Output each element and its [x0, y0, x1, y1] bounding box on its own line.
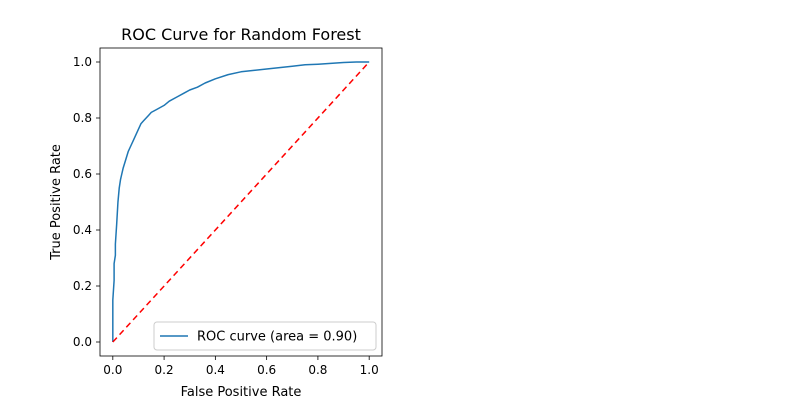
y-axis-ticks: 0.0 0.2 0.4 0.6 0.8 1.0 — [73, 55, 100, 349]
y-axis-label: True Positive Rate — [49, 144, 64, 261]
x-axis-label: False Positive Rate — [181, 385, 302, 400]
x-tick-label: 0.0 — [103, 363, 122, 377]
y-tick-label: 0.2 — [73, 279, 92, 293]
y-tick-label: 0.0 — [73, 335, 92, 349]
legend-label-roc: ROC curve (area = 0.90) — [197, 330, 357, 345]
chance-diagonal-line — [112, 61, 370, 343]
y-tick-label: 1.0 — [73, 55, 92, 69]
legend-box — [153, 321, 377, 351]
x-axis-ticks: 0.0 0.2 0.4 0.6 0.8 1.0 — [103, 356, 379, 377]
x-tick-label: 1.0 — [360, 363, 379, 377]
x-tick-label: 0.4 — [206, 363, 225, 377]
roc-curve-line — [112, 61, 370, 342]
y-tick-label: 0.6 — [73, 167, 92, 181]
legend: ROC curve (area = 0.90) — [153, 321, 377, 351]
axes-frame — [99, 47, 383, 357]
x-tick-label: 0.8 — [308, 363, 327, 377]
x-tick-label: 0.6 — [257, 363, 276, 377]
x-tick-label: 0.2 — [155, 363, 174, 377]
y-tick-label: 0.8 — [73, 111, 92, 125]
series-layer — [112, 61, 370, 343]
y-tick-label: 0.4 — [73, 223, 92, 237]
chart-title: ROC Curve for Random Forest — [121, 25, 361, 44]
plot-area — [99, 47, 383, 357]
